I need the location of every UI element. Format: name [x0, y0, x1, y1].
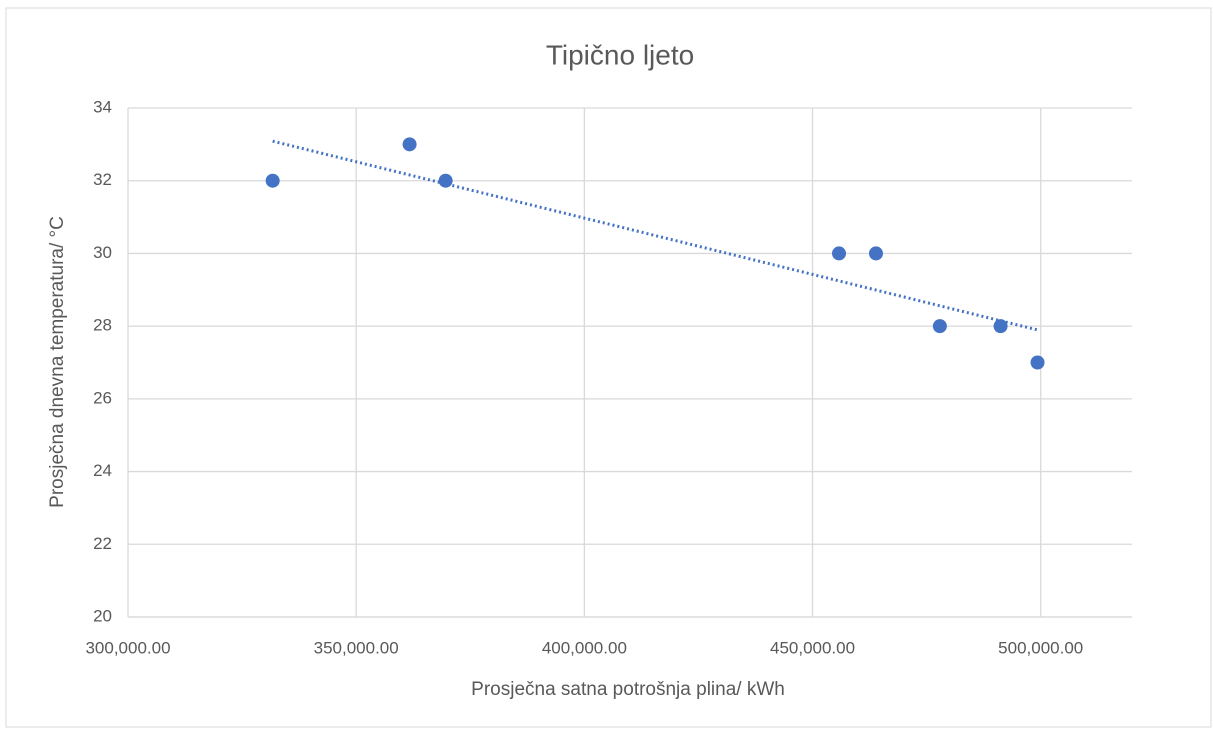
point	[832, 246, 847, 261]
trendline	[272, 139, 1038, 332]
y-tick-label: 30	[93, 243, 112, 262]
point	[438, 173, 453, 188]
point	[868, 246, 883, 261]
chart-title: Tipično ljeto	[546, 39, 694, 70]
y-tick-label: 32	[93, 170, 112, 189]
x-tick-label: 500,000.00	[998, 638, 1083, 657]
point	[1030, 355, 1045, 370]
y-tick-label: 34	[93, 97, 112, 116]
x-axis-title: Prosječna satna potrošnja plina/ kWh	[471, 679, 785, 700]
y-tick-label: 28	[93, 316, 112, 335]
point	[265, 173, 280, 188]
x-tick-label: 450,000.00	[770, 638, 855, 657]
point	[993, 319, 1008, 334]
point	[932, 319, 947, 334]
y-axis-title: Prosječna dnevna temperatura/ °C	[47, 216, 68, 508]
chart-border	[5, 7, 1212, 728]
point	[402, 137, 417, 152]
y-tick-label: 20	[93, 606, 112, 625]
x-tick-label: 350,000.00	[314, 638, 399, 657]
x-tick-label: 300,000.00	[85, 638, 170, 657]
y-tick-label: 24	[93, 461, 112, 480]
x-tick-label: 400,000.00	[542, 638, 627, 657]
y-tick-label: 22	[93, 534, 112, 553]
y-tick-label: 26	[93, 388, 112, 407]
